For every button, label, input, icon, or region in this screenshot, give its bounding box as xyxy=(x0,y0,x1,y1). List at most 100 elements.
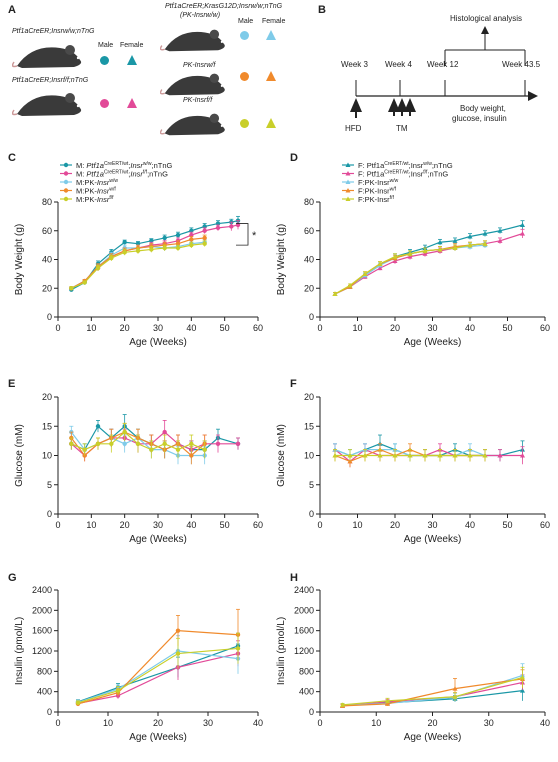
legend-marker xyxy=(63,171,69,176)
panel-label-b: B xyxy=(318,4,326,16)
y-tick-label: 1200 xyxy=(32,646,52,656)
data-point xyxy=(162,245,167,251)
week-3-label: Week 3 xyxy=(341,60,368,69)
panel-label-f: F xyxy=(290,378,297,390)
panel-label-g: G xyxy=(8,572,17,584)
series-line xyxy=(334,233,523,295)
hfd-label: HFD xyxy=(345,124,362,133)
x-tick-label: 30 xyxy=(484,718,494,728)
data-point xyxy=(162,429,167,435)
data-point xyxy=(82,280,87,285)
y-axis-label: Insulin (pmol/L) xyxy=(276,617,287,685)
y-tick-label: 20 xyxy=(304,392,314,402)
week-4-label: Week 4 xyxy=(385,60,412,69)
series-line xyxy=(342,678,523,707)
tm-label: TM xyxy=(396,124,408,133)
data-point xyxy=(135,441,141,446)
data-point xyxy=(452,245,458,250)
y-tick-label: 0 xyxy=(47,707,52,717)
male-label-left: Male xyxy=(98,42,114,49)
data-point xyxy=(122,250,127,255)
y-tick-label: 2400 xyxy=(294,585,314,595)
data-point xyxy=(520,231,525,236)
genotype-pk-title: Ptf1aCreER;KrasG12D;Insrw/w;nTnG xyxy=(165,3,283,10)
mouse-icon xyxy=(160,73,225,96)
data-point xyxy=(437,246,443,252)
data-point xyxy=(392,453,398,458)
data-point xyxy=(149,447,154,452)
x-tick-label: 40 xyxy=(540,718,550,728)
data-point xyxy=(122,441,127,446)
y-tick-label: 0 xyxy=(309,707,314,717)
x-tick-label: 30 xyxy=(153,323,163,333)
x-tick-label: 10 xyxy=(103,718,113,728)
data-point xyxy=(189,237,194,242)
x-axis-label: Age (Weeks) xyxy=(129,534,187,545)
x-tick-label: 40 xyxy=(253,718,263,728)
y-tick-label: 15 xyxy=(304,421,314,431)
data-point xyxy=(122,429,127,435)
x-tick-label: 40 xyxy=(465,520,475,530)
data-point xyxy=(385,698,390,703)
data-point xyxy=(215,225,221,231)
data-point xyxy=(437,453,443,458)
week-43-5-label: Week 43.5 xyxy=(502,60,541,69)
data-point xyxy=(229,224,234,229)
data-point xyxy=(175,232,181,238)
series-line xyxy=(77,650,239,703)
series-line xyxy=(77,630,239,705)
data-point xyxy=(82,447,87,452)
y-tick-label: 10 xyxy=(42,451,52,461)
mouse-icon xyxy=(12,93,82,116)
legend-marker xyxy=(63,188,69,193)
data-point xyxy=(149,247,154,252)
x-tick-label: 60 xyxy=(253,520,263,530)
outcome-line1: Body weight, xyxy=(460,104,506,113)
x-axis-label: Age (Weeks) xyxy=(404,534,462,545)
data-point xyxy=(202,228,207,233)
data-point xyxy=(162,235,167,241)
data-point xyxy=(109,441,114,446)
x-tick-label: 60 xyxy=(253,323,263,333)
legend-label: M:PK-Insrw/f xyxy=(76,187,116,196)
y-tick-label: 15 xyxy=(42,421,52,431)
data-point xyxy=(520,222,525,227)
data-point xyxy=(175,628,181,633)
legend-marker xyxy=(63,179,69,185)
x-axis-label: Age (Weeks) xyxy=(404,337,462,348)
panel-label-c: C xyxy=(8,152,16,164)
data-point xyxy=(362,453,368,458)
x-tick-label: 40 xyxy=(186,323,196,333)
legend-marker xyxy=(345,196,351,201)
data-point xyxy=(377,453,383,458)
y-tick-label: 0 xyxy=(47,312,52,322)
y-tick-label: 1600 xyxy=(294,626,314,636)
data-point xyxy=(422,453,428,458)
data-point xyxy=(385,701,390,706)
data-point xyxy=(202,241,207,246)
mouse-icon xyxy=(160,113,225,136)
x-tick-label: 40 xyxy=(186,520,196,530)
data-point xyxy=(520,674,525,680)
marker-male-pink xyxy=(100,99,109,108)
genotype-pk-wf: PK-Insrw/f xyxy=(183,62,216,69)
data-point xyxy=(189,441,194,446)
data-point xyxy=(407,251,413,256)
data-point xyxy=(175,245,181,251)
x-tick-label: 20 xyxy=(390,520,400,530)
data-point xyxy=(452,686,458,691)
data-point xyxy=(332,291,338,296)
data-point xyxy=(235,646,241,651)
x-tick-label: 50 xyxy=(220,520,230,530)
data-point xyxy=(497,238,503,243)
y-axis-label: Body Weight (g) xyxy=(276,224,287,296)
data-point xyxy=(377,265,383,271)
data-point xyxy=(467,234,473,239)
chart-c-body-weight-male: 0 10 20 30 40 50 60 0 20 40 60 80 Age (Weeks) Body We… xyxy=(14,161,263,348)
y-tick-label: 0 xyxy=(309,509,314,519)
series-line xyxy=(342,674,523,706)
x-tick-label: 50 xyxy=(502,520,512,530)
y-tick-label: 400 xyxy=(37,687,52,697)
x-tick-label: 30 xyxy=(427,520,437,530)
